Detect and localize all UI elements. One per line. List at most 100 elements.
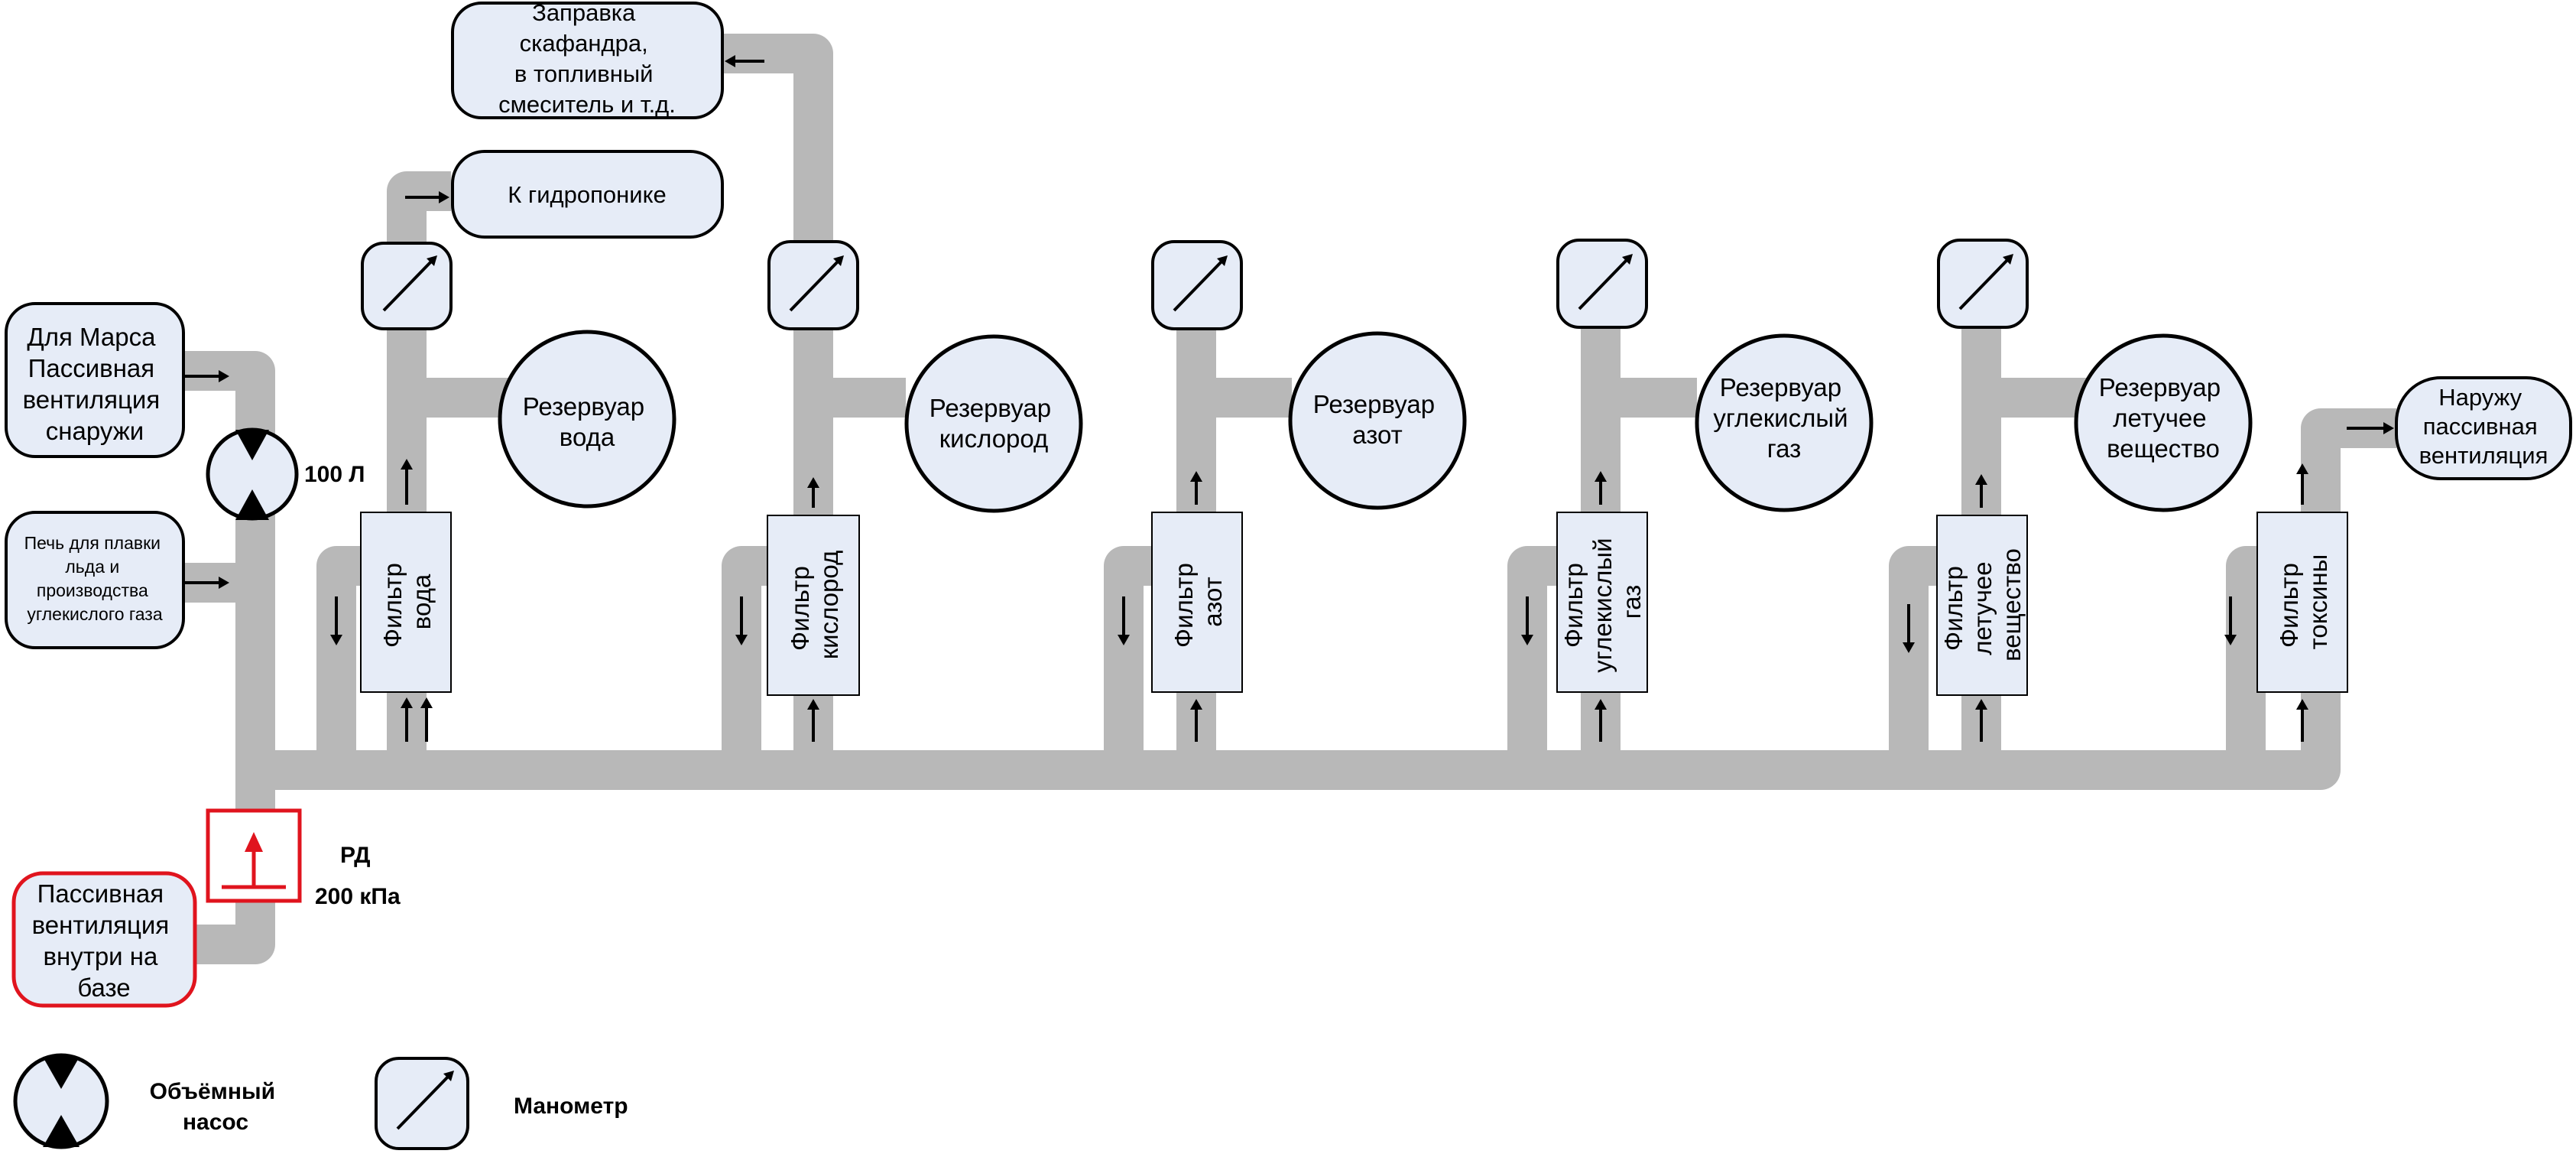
flow-arrows	[330, 459, 2308, 742]
filter-toxins-line-1: Фильтр	[2275, 563, 2303, 648]
suit-line-3: в топливный	[514, 60, 654, 87]
output-hydroponics: К гидропонике	[451, 150, 724, 239]
legend-pump-icon	[13, 1053, 109, 1149]
furnace-line-1: Печь для плавки	[24, 533, 161, 553]
svg-text:Фильтр вода: Фильтр вода	[378, 556, 436, 648]
up-arrow-icon	[807, 699, 819, 742]
mars-vent-line-3: вентиляция	[23, 385, 161, 414]
up-arrow-icon	[1595, 471, 1607, 505]
gauge-icon	[1937, 239, 2029, 329]
volumetric-pump-icon	[206, 427, 299, 521]
source-mars-vent: Для Марса Пассивная вентиляция снаружи	[5, 302, 185, 458]
svg-text:Фильтр углекислый: Фильтр углекислый газ	[1559, 531, 1646, 672]
source-inside-vent: Пассивная вентиляция внутри на базе	[11, 871, 197, 1008]
regulator-label: РД	[340, 843, 371, 868]
up-arrow-icon	[1190, 699, 1202, 742]
tank-volatiles-line-3: вещество	[2107, 434, 2220, 463]
furnace-line-3: производства	[37, 580, 148, 600]
tank-oxygen-line-2: кислород	[939, 424, 1049, 453]
filter-water-line-1: Фильтр	[378, 563, 407, 648]
svg-text:Резервуар кислород: Резервуар кислород	[930, 394, 1058, 453]
filter-co2: Фильтр углекислый газ	[1556, 512, 1648, 693]
up-arrow-icon	[420, 697, 433, 742]
svg-text:Фильтр азот: Фильтр азот	[1170, 556, 1227, 648]
down-arrow-icon	[1903, 604, 1915, 653]
tank-co2-line-3: газ	[1767, 434, 1801, 463]
legend: Объёмный насос Манометр	[13, 1053, 628, 1150]
tank-nitrogen: Резервуар азот	[1288, 331, 1467, 510]
stage4-bypass-pipe	[1507, 546, 1557, 770]
filter-nitrogen: Фильтр азот	[1151, 512, 1243, 693]
tank-co2-line-1: Резервуар	[1720, 373, 1841, 401]
inside-vent-line-2: вентиляция	[32, 911, 170, 939]
filter-volatiles: Фильтр летучее вещество	[1936, 515, 2028, 696]
filter-water-line-2: вода	[407, 574, 436, 629]
outside-line-1: Наружу	[2438, 384, 2522, 411]
down-arrow-icon	[1521, 596, 1533, 645]
svg-text:Фильтр токсины: Фильтр токсины	[2275, 554, 2332, 650]
inside-vent-line-4: базе	[77, 973, 130, 1002]
mars-vent-line-4: снаружи	[46, 417, 144, 445]
up-arrow-icon	[1975, 474, 1987, 508]
gauge-icon	[1151, 240, 1243, 330]
filter-oxygen-line-1: Фильтр	[786, 566, 814, 651]
legend-pump-line-2: насос	[183, 1110, 248, 1135]
svg-text:Заправка скафандра,: Заправка скафандра, в топливный смесител…	[498, 0, 676, 118]
up-arrow-icon	[401, 697, 413, 742]
gauge-icon	[361, 242, 453, 330]
up-arrow-icon	[1975, 699, 1987, 742]
output-outside-vent: Наружу пассивная вентиляция	[2395, 376, 2572, 480]
tank-nitrogen-line-1: Резервуар	[1313, 390, 1435, 418]
source-furnace: Печь для плавки льда и производства угле…	[5, 511, 185, 649]
filter-volatiles-line-2: летучее	[1968, 561, 1997, 655]
tank-volatiles-line-1: Резервуар	[2099, 373, 2221, 401]
legend-gauge-icon	[375, 1057, 469, 1150]
stage2-bypass-pipe	[722, 546, 767, 770]
tank-oxygen: Резервуар кислород	[904, 334, 1083, 513]
filter-volatiles-line-3: вещество	[1997, 548, 2026, 661]
svg-text:Резервуар вода: Резервуар вода	[523, 392, 651, 451]
tank-water-line-1: Резервуар	[523, 392, 644, 421]
legend-pump-line-1: Объёмный	[150, 1079, 275, 1104]
pressure-regulator-icon	[206, 808, 302, 903]
svg-text:Печь для плавки льда и: Печь для плавки льда и производства угле…	[24, 533, 166, 624]
down-arrow-icon	[330, 596, 342, 645]
inlet-arrow-icon	[183, 577, 229, 589]
outside-line-2: пассивная	[2423, 413, 2538, 440]
inside-vent-line-3: внутри на	[43, 942, 158, 970]
filter-nitrogen-line-2: азот	[1199, 577, 1227, 626]
svg-text:Резервуар азот: Резервуар азот	[1313, 390, 1442, 449]
up-arrow-icon	[1190, 471, 1202, 505]
svg-text:Резервуар летучее: Резервуар летучее вещество	[2099, 373, 2227, 463]
output-suit-refill: Заправка скафандра, в топливный смесител…	[451, 0, 724, 119]
stage6-bypass-pipe	[2226, 546, 2266, 770]
filter-co2-line-1: Фильтр	[1559, 563, 1588, 648]
up-arrow-icon	[807, 477, 819, 508]
outlet-arrow-icon	[2347, 422, 2394, 434]
tank-co2: Резервуар углекислый газ	[1695, 333, 1874, 512]
outside-line-3: вентиляция	[2419, 442, 2548, 469]
gauge-icon	[767, 240, 859, 330]
down-arrow-icon	[735, 596, 748, 645]
inlet-arrow-icon	[183, 370, 229, 382]
filter-co2-line-3: газ	[1617, 585, 1646, 619]
up-arrow-icon	[401, 459, 413, 505]
furnace-line-4: углекислого газа	[27, 604, 163, 624]
outlet-arrow-icon	[725, 55, 764, 67]
furnace-line-2: льда и	[65, 557, 119, 577]
svg-text:Объёмный насос: Объёмный насос	[150, 1079, 282, 1135]
suit-line-2: скафандра,	[520, 30, 648, 57]
svg-text:Фильтр кислород: Фильтр кислород	[786, 551, 843, 660]
up-arrow-icon	[2296, 463, 2308, 505]
down-arrow-icon	[2224, 596, 2237, 645]
svg-text:Резервуар углекислый: Резервуар углекислый газ	[1713, 373, 1854, 463]
svg-text:Пассивная вентиляция: Пассивная вентиляция внутри на базе	[32, 879, 177, 1002]
gauge-icon	[1556, 239, 1648, 329]
tank-water-line-2: вода	[560, 423, 615, 451]
svg-text:Наружу пассивная в: Наружу пассивная вентиляция	[2419, 384, 2548, 469]
up-arrow-icon	[1595, 699, 1607, 742]
filter-volatiles-line-1: Фильтр	[1939, 566, 1968, 651]
filter-toxins: Фильтр токсины	[2256, 512, 2348, 693]
tank-water: Резервуар вода	[498, 330, 676, 509]
